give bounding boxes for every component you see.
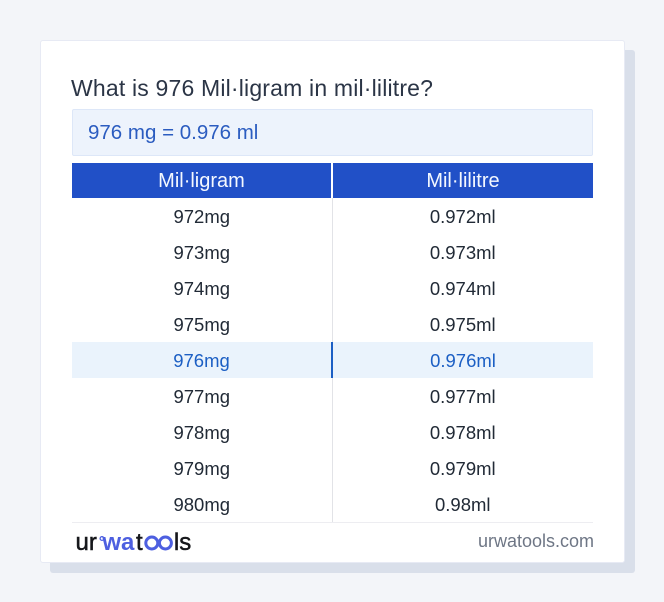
svg-text:wa: wa: [101, 529, 135, 556]
svg-text:ls: ls: [174, 529, 191, 556]
svg-text:ur: ur: [76, 529, 97, 556]
svg-text:t: t: [136, 529, 143, 556]
